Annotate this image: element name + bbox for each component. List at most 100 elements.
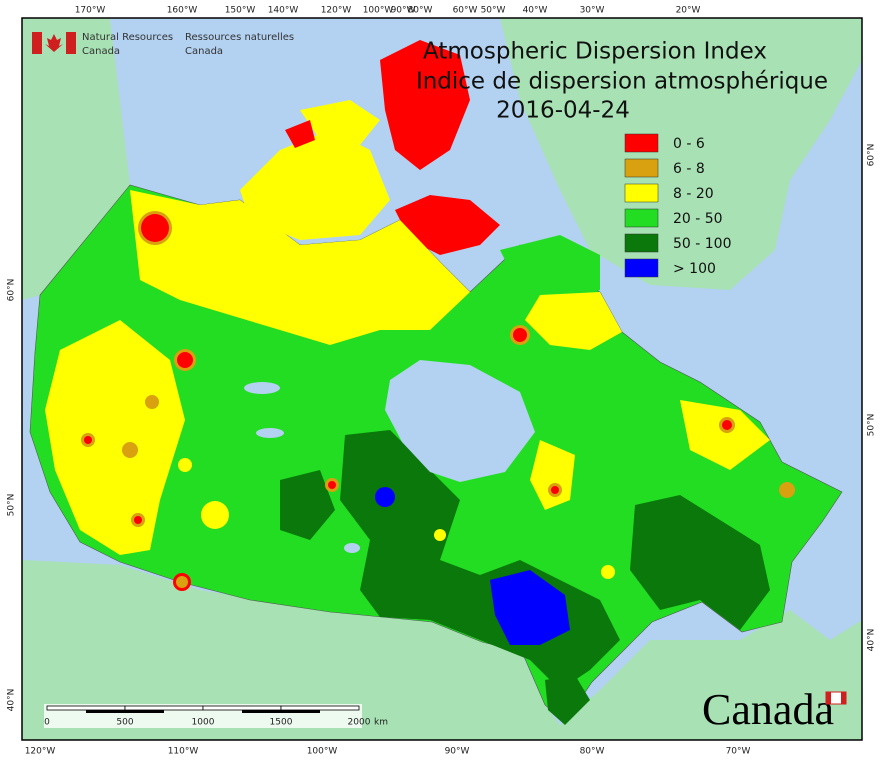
index-area (130, 190, 470, 345)
index-area (779, 482, 795, 498)
baffin (500, 235, 600, 300)
index-area (328, 481, 336, 489)
lake (244, 382, 280, 394)
scale-segment (125, 710, 164, 713)
longitude-label: 70°W (726, 747, 751, 757)
scale-bar: 0 500 1000 1500 2000 km (44, 704, 388, 728)
arctic-island (285, 120, 315, 148)
index-area (601, 565, 615, 579)
longitude-label: 40°W (523, 6, 548, 16)
legend-swatch (624, 208, 659, 228)
longitude-label: 100°W (363, 6, 394, 16)
longitude-label: 160°W (167, 6, 198, 16)
index-area (280, 470, 335, 540)
index-area (513, 328, 527, 342)
index-area (490, 570, 570, 645)
index-area (551, 486, 559, 494)
graticule-labels: 170°W 160°W 150°W 140°W 120°W 100°W90°W80°W 60… (7, 6, 877, 757)
scale-segment (280, 705, 360, 711)
scale-segment (46, 705, 126, 711)
wordmark-flag (841, 692, 846, 704)
scale-label: 2000 (348, 718, 371, 728)
map-frame (21, 17, 863, 741)
index-area (134, 516, 142, 524)
latitude-label: 60°N (7, 279, 17, 302)
index-area (545, 675, 590, 725)
scale-unit: km (374, 718, 388, 728)
arctic-island (380, 40, 470, 170)
arctic-island (300, 100, 380, 145)
wordmark-text: Canada (702, 685, 834, 734)
index-area (176, 576, 188, 588)
us-land (22, 560, 862, 740)
index-area (177, 352, 193, 368)
lake (344, 543, 360, 553)
index-area (45, 320, 185, 555)
legend-label: 50 - 100 (673, 236, 732, 252)
arctic-island (240, 130, 390, 240)
agency-en: Canada (82, 46, 120, 57)
scale-label: 500 (116, 718, 133, 728)
alaska (22, 18, 130, 300)
legend-label: 8 - 20 (673, 186, 714, 202)
agency-logo: Natural Resources Canada Ressources natu… (32, 32, 294, 57)
longitude-label: 140°W (268, 6, 299, 16)
longitude-label: 150°W (225, 6, 256, 16)
latitude-label: 50°N (7, 494, 17, 517)
index-area (434, 529, 446, 541)
longitude-label: 80°W (580, 747, 605, 757)
legend: 0 - 6 6 - 8 8 - 20 20 - 50 50 - 100 > 100 (624, 133, 732, 278)
scale-segment (202, 705, 282, 711)
legend-label: 20 - 50 (673, 211, 723, 227)
latitude-label: 40°N (7, 689, 17, 712)
index-area (680, 400, 770, 470)
index-area (178, 458, 192, 472)
longitude-label: 50°W (481, 6, 506, 16)
wordmark: Canada (702, 685, 847, 734)
lake (256, 428, 284, 438)
longitude-label: 90°W (445, 747, 470, 757)
legend-swatch (624, 133, 659, 153)
index-area (525, 292, 622, 350)
legend-swatch (624, 233, 659, 253)
longitude-label: 110°W (168, 747, 199, 757)
scale-segment (242, 710, 281, 713)
longitude-label: 120°W (25, 747, 56, 757)
latitude-label: 40°N (867, 629, 877, 652)
scale-segment (124, 705, 204, 711)
scale-segment (281, 710, 320, 713)
legend-swatch (624, 158, 659, 178)
longitude-label: 100°W (307, 747, 338, 757)
flag-bar (32, 32, 42, 54)
legend-swatch (624, 183, 659, 203)
hudson-bay (385, 360, 535, 482)
index-area (84, 436, 92, 444)
scale-label: 1500 (270, 718, 293, 728)
index-area (630, 495, 770, 630)
longitude-label: 30°W (580, 6, 605, 16)
index-area (722, 420, 732, 430)
scale-label: 0 (44, 718, 50, 728)
latitude-label: 60°N (867, 144, 877, 167)
title: Atmospheric Dispersion Index (423, 39, 767, 65)
flag-bar (66, 32, 76, 54)
index-area (141, 214, 169, 242)
longitude-label: 170°W (75, 6, 106, 16)
index-area (201, 501, 229, 529)
agency-en: Natural Resources (82, 32, 173, 43)
index-area (530, 440, 575, 510)
longitude-label: 90°W (391, 6, 416, 16)
legend-label: > 100 (673, 261, 716, 277)
longitude-label: 60°W (453, 6, 478, 16)
longitude-label: 120°W (321, 6, 352, 16)
maple-leaf (45, 34, 63, 52)
scale-segment (86, 710, 125, 713)
wordmark-flag (826, 692, 831, 704)
index-area (145, 395, 159, 409)
longitude-label: 20°W (676, 6, 701, 16)
index-area (375, 487, 395, 507)
latitude-label: 50°N (867, 414, 877, 437)
scale-label: 1000 (192, 718, 215, 728)
agency-fr: Ressources naturelles (185, 32, 294, 43)
arctic-island (395, 195, 500, 255)
